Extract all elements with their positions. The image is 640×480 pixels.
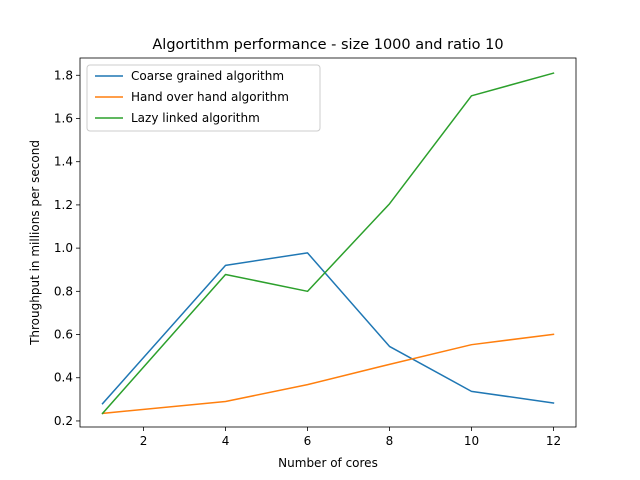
- series-line-3: [101, 72, 555, 415]
- y-tick-label: 1.2: [54, 198, 73, 212]
- legend-label: Lazy linked algorithm: [131, 111, 260, 125]
- y-tick-label: 1.8: [54, 68, 73, 82]
- series-layer: [101, 72, 555, 415]
- y-tick-label: 0.6: [54, 328, 73, 342]
- y-tick-label: 1.4: [54, 155, 73, 169]
- plot-frame: [79, 57, 577, 428]
- legend-label: Coarse grained algorithm: [131, 69, 284, 83]
- y-tick-label: 1.0: [54, 241, 73, 255]
- x-tick-label: 8: [386, 434, 394, 448]
- x-tick-label: 10: [464, 434, 479, 448]
- x-axis-ticks: 2 4 6 8 10 12: [140, 427, 561, 448]
- x-tick-label: 2: [140, 434, 148, 448]
- x-axis-label: Number of cores: [278, 456, 378, 470]
- y-axis-label: Throughput in millions per second: [28, 140, 42, 346]
- y-tick-label: 0.2: [54, 414, 73, 428]
- legend-label: Hand over hand algorithm: [131, 90, 289, 104]
- series-line-1: [101, 252, 555, 405]
- y-tick-label: 0.4: [54, 371, 73, 385]
- legend: Coarse grained algorithm Hand over hand a…: [86, 64, 321, 132]
- y-tick-label: 0.8: [54, 284, 73, 298]
- x-tick-label: 6: [304, 434, 312, 448]
- series-line-2: [101, 333, 555, 415]
- x-tick-label: 12: [546, 434, 561, 448]
- legend-box: [86, 64, 321, 132]
- y-tick-label: 1.6: [54, 111, 73, 125]
- x-tick-label: 4: [222, 434, 230, 448]
- y-axis-ticks: 0.2 0.4 0.6 0.8 1.0 1.2 1.4 1.6 1.8: [54, 68, 80, 428]
- chart-title: Algortithm performance - size 1000 and r…: [152, 37, 503, 53]
